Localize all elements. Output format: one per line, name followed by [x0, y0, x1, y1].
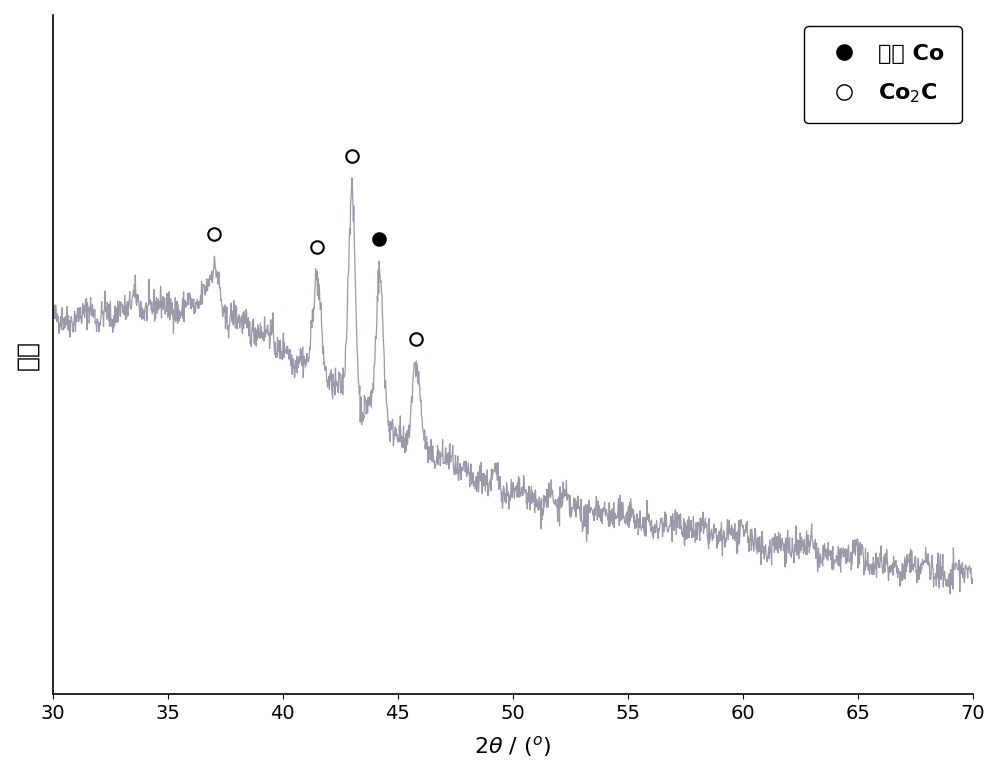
Y-axis label: 强度: 强度	[15, 340, 39, 369]
Legend: 金属 Co, Co$_2$C: 金属 Co, Co$_2$C	[804, 26, 962, 123]
X-axis label: 2$\theta$ / ($^o$): 2$\theta$ / ($^o$)	[474, 734, 551, 759]
